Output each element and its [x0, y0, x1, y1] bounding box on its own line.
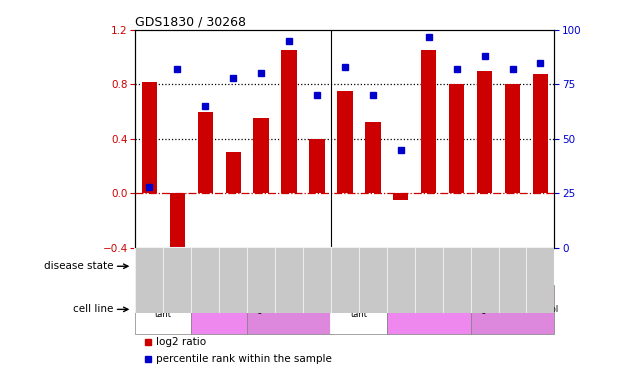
Text: log2 ratio: log2 ratio [156, 337, 207, 347]
Bar [471, 248, 498, 313]
Bar [247, 285, 331, 334]
Bar [331, 248, 359, 313]
Text: BCNU-resis
tant: BCNU-resis tant [335, 300, 382, 319]
Text: GDS1830 / 30268: GDS1830 / 30268 [135, 16, 246, 29]
Bar [309, 139, 324, 193]
Bar [415, 248, 443, 313]
Text: primary tumor: primary tumor [193, 261, 273, 271]
Bar [393, 193, 408, 200]
Bar [135, 248, 331, 285]
Bar [135, 285, 192, 334]
Text: BCNU-resis
tant: BCNU-resis tant [140, 300, 187, 319]
Text: disease state: disease state [44, 261, 113, 271]
Bar [527, 248, 554, 313]
Bar [505, 84, 520, 193]
Bar [192, 285, 247, 334]
Bar [135, 248, 163, 313]
Text: cell line: cell line [73, 304, 113, 314]
Bar [337, 91, 353, 193]
Bar [443, 248, 471, 313]
Bar [169, 193, 185, 254]
Text: recurrent tumor: recurrent tumor [398, 261, 487, 271]
Bar [198, 112, 213, 193]
Bar [253, 118, 269, 193]
Bar [247, 248, 275, 313]
Bar [282, 50, 297, 193]
Bar [275, 248, 303, 313]
Bar [477, 71, 492, 193]
Bar [449, 84, 464, 193]
Text: TMZ-resistant: TMZ-resistant [400, 305, 457, 314]
Bar [142, 82, 157, 193]
Bar [331, 248, 554, 285]
Bar [365, 122, 381, 193]
Bar [163, 248, 192, 313]
Text: percentile rank within the sample: percentile rank within the sample [156, 354, 332, 364]
Bar [303, 248, 331, 313]
Bar [359, 248, 387, 313]
Bar [421, 50, 437, 193]
Bar [533, 74, 548, 193]
Bar [471, 285, 554, 334]
Text: drug-resistant control: drug-resistant control [467, 305, 558, 314]
Text: TMZ-resistant: TMZ-resistant [190, 305, 248, 314]
Bar [387, 285, 471, 334]
Text: drug-sensitive control: drug-sensitive control [243, 305, 335, 314]
Bar [219, 248, 247, 313]
Bar [387, 248, 415, 313]
Bar [331, 285, 387, 334]
Bar [498, 248, 527, 313]
Bar [192, 248, 219, 313]
Bar [226, 152, 241, 193]
